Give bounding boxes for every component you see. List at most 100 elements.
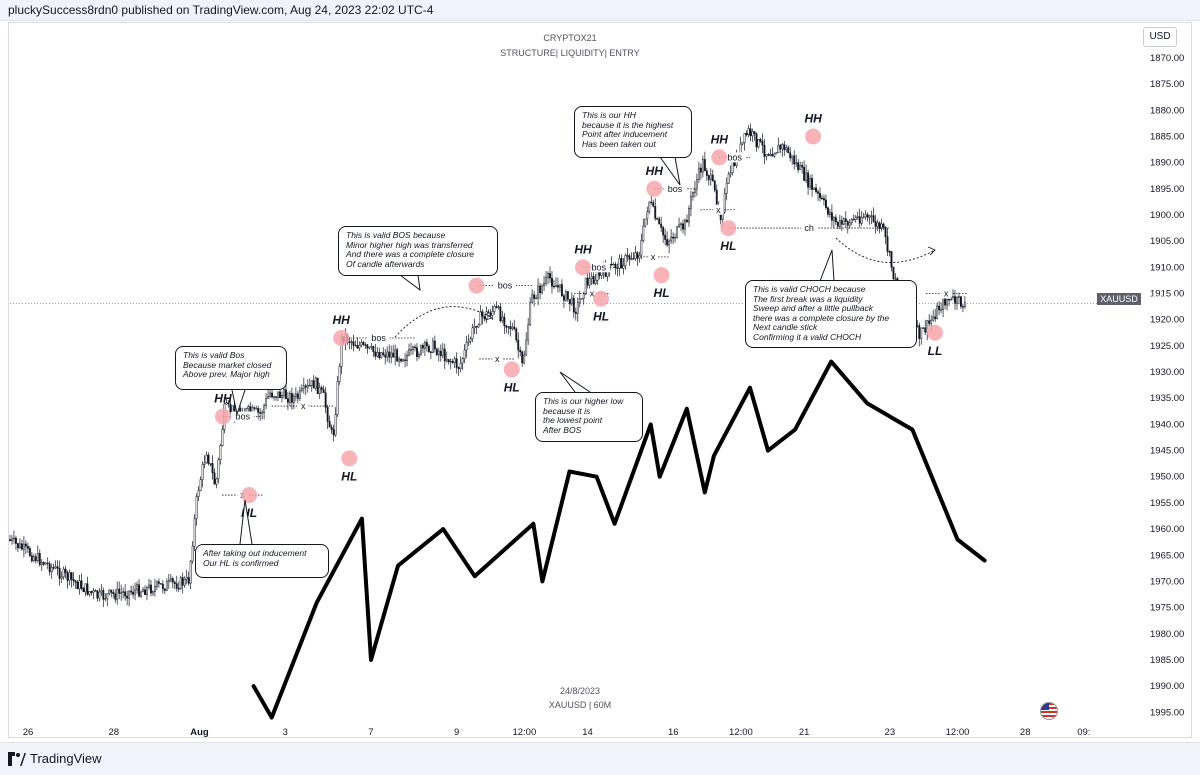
y-tick-label: 1970.00 — [1150, 576, 1184, 587]
candle-body — [648, 201, 651, 213]
candle-body — [654, 206, 657, 219]
candle-body — [586, 277, 589, 286]
candle-body — [487, 311, 490, 314]
candle-body — [686, 219, 688, 223]
candle-body — [826, 207, 829, 215]
y-tick-label: 1945.00 — [1150, 446, 1184, 457]
candle-body — [437, 350, 440, 356]
candle-body — [155, 581, 158, 587]
y-tick-label: 1910.00 — [1150, 262, 1184, 273]
candle-body — [388, 351, 391, 358]
candle-body — [767, 154, 770, 156]
candle-body — [181, 577, 184, 586]
candle-body — [88, 591, 91, 595]
candle-body — [475, 326, 478, 328]
candle-body — [263, 405, 266, 413]
level-label: x — [716, 205, 721, 215]
candle-body — [130, 590, 133, 593]
candle-body — [148, 584, 150, 588]
candle-body — [159, 583, 162, 585]
candle-body — [944, 297, 947, 306]
candle-body — [414, 346, 416, 349]
candle-body — [169, 578, 172, 581]
y-tick-label: 1935.00 — [1150, 393, 1184, 404]
candle-body — [817, 191, 819, 194]
candle-body — [582, 293, 585, 299]
candle-body — [952, 296, 954, 298]
candle-body — [62, 568, 65, 578]
candle-body — [568, 299, 571, 305]
candle-body — [86, 583, 89, 595]
candle-body — [872, 215, 875, 222]
candle-body — [118, 588, 121, 594]
candle-body — [13, 537, 15, 540]
y-tick-label: 1985.00 — [1150, 655, 1184, 666]
candle-body — [275, 396, 277, 398]
candle-body — [886, 236, 889, 252]
candle-body — [183, 579, 186, 586]
swing-label: HH — [214, 392, 232, 406]
candle-body — [16, 543, 19, 549]
candle-body — [68, 572, 71, 581]
x-tick-label: 12:00 — [729, 727, 753, 738]
candle-body — [823, 198, 825, 201]
candle-body — [729, 172, 732, 175]
candle-body — [610, 263, 613, 266]
level-label-bg — [941, 288, 952, 299]
level-label-bg — [723, 152, 746, 163]
candle-body — [499, 306, 502, 322]
candle-body — [283, 389, 285, 396]
candle-body — [672, 236, 675, 239]
candle-body — [936, 305, 939, 320]
candle-body — [553, 285, 555, 288]
candle-body — [638, 254, 641, 259]
level-label: x — [590, 289, 595, 299]
swing-label: HL — [593, 310, 609, 324]
chart-subtitle: STRUCTURE| LIQUIDITY| ENTRY — [500, 48, 640, 58]
candle-body — [533, 294, 536, 299]
x-tick-label: 26 — [23, 727, 34, 738]
candle-body — [858, 216, 861, 224]
candle-body — [477, 324, 480, 328]
y-tick-label: 1875.00 — [1150, 79, 1184, 90]
y-tick-label: 1900.00 — [1150, 210, 1184, 221]
x-tick-label: 12:00 — [946, 727, 970, 738]
candle-body — [219, 445, 222, 460]
candle-body — [24, 543, 27, 547]
candle-body — [461, 358, 464, 364]
candle-body — [296, 393, 299, 399]
candle-body — [211, 463, 214, 474]
price-tag-price: 1916.89 — [1146, 294, 1180, 304]
candle-body — [924, 327, 927, 333]
candle-body — [549, 273, 551, 279]
y-tick-label: 1885.00 — [1150, 131, 1184, 142]
candle-body — [584, 277, 587, 295]
candle-body — [151, 591, 154, 594]
candle-body — [612, 263, 615, 266]
candle-body — [453, 358, 456, 363]
swing-marker — [711, 149, 728, 166]
us-flag-icon — [1040, 702, 1058, 720]
candle-body — [574, 311, 577, 314]
candle-body — [761, 141, 764, 146]
candle-body — [463, 349, 466, 359]
candle-body — [942, 297, 945, 310]
chart-canvas[interactable]: 1870.00 1875.00 1880.00 1885.00 1890.00 1895.… — [0, 0, 1200, 742]
candle-body — [511, 326, 514, 330]
candle-body — [380, 352, 383, 358]
brand-name[interactable]: TradingView — [30, 751, 102, 766]
candle-body — [864, 214, 867, 218]
candle-body — [30, 555, 33, 562]
candle-body — [261, 412, 264, 414]
candle-body — [868, 215, 871, 218]
candle-body — [509, 326, 512, 330]
candle-body — [306, 385, 309, 388]
candle-body — [146, 587, 148, 596]
candle-body — [646, 211, 649, 220]
candle-body — [515, 328, 518, 341]
footer-symbol-interval: XAUUSD | 60M — [548, 700, 612, 710]
candle-body — [501, 316, 504, 322]
candle-body — [707, 175, 710, 180]
candle-body — [435, 348, 438, 356]
currency-button[interactable]: USD — [1143, 27, 1177, 47]
